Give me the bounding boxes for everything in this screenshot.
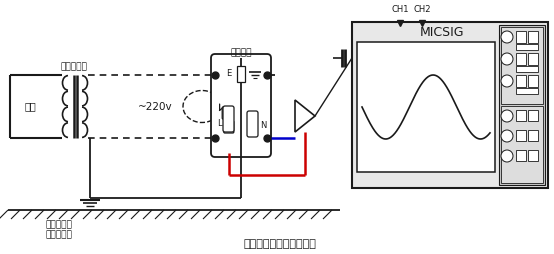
Text: CH1: CH1: [391, 6, 409, 14]
Text: N: N: [260, 120, 266, 130]
Bar: [237, 66, 245, 82]
Text: 火线，零线和地线的关系: 火线，零线和地线的关系: [244, 239, 316, 249]
Text: CH2: CH2: [413, 6, 431, 14]
Bar: [528, 130, 538, 141]
Text: 供电变压器: 供电变压器: [45, 220, 72, 229]
Text: E: E: [225, 70, 231, 78]
Bar: [501, 27, 543, 104]
Circle shape: [501, 53, 513, 65]
Bar: [528, 110, 538, 121]
Bar: [516, 150, 526, 161]
FancyBboxPatch shape: [211, 54, 271, 157]
Text: MICSIG: MICSIG: [420, 26, 464, 40]
Bar: [352, 22, 548, 188]
Circle shape: [501, 75, 513, 87]
Circle shape: [501, 31, 513, 43]
Bar: [516, 66, 538, 72]
FancyBboxPatch shape: [247, 111, 258, 137]
Bar: [215, 58, 267, 153]
Circle shape: [501, 150, 513, 162]
Bar: [516, 130, 526, 141]
Circle shape: [501, 110, 513, 122]
Text: 供电变压器: 供电变压器: [60, 62, 88, 71]
FancyBboxPatch shape: [224, 121, 234, 133]
Text: 电源插座: 电源插座: [230, 49, 252, 57]
FancyBboxPatch shape: [222, 107, 232, 119]
Text: ~220v: ~220v: [138, 102, 172, 112]
Bar: [357, 42, 495, 172]
Text: 高压: 高压: [24, 102, 36, 112]
Bar: [516, 88, 538, 94]
Bar: [499, 25, 545, 185]
FancyBboxPatch shape: [223, 106, 234, 132]
Bar: [528, 150, 538, 161]
Bar: [516, 31, 526, 43]
Bar: [516, 75, 526, 87]
Bar: [528, 31, 538, 43]
Circle shape: [501, 130, 513, 142]
Bar: [516, 110, 526, 121]
Bar: [528, 53, 538, 65]
Bar: [501, 106, 543, 183]
Bar: [528, 75, 538, 87]
Polygon shape: [295, 100, 315, 132]
Bar: [516, 53, 526, 65]
Bar: [516, 44, 538, 50]
Text: 零线接地点: 零线接地点: [45, 230, 72, 239]
Text: L: L: [217, 119, 222, 128]
